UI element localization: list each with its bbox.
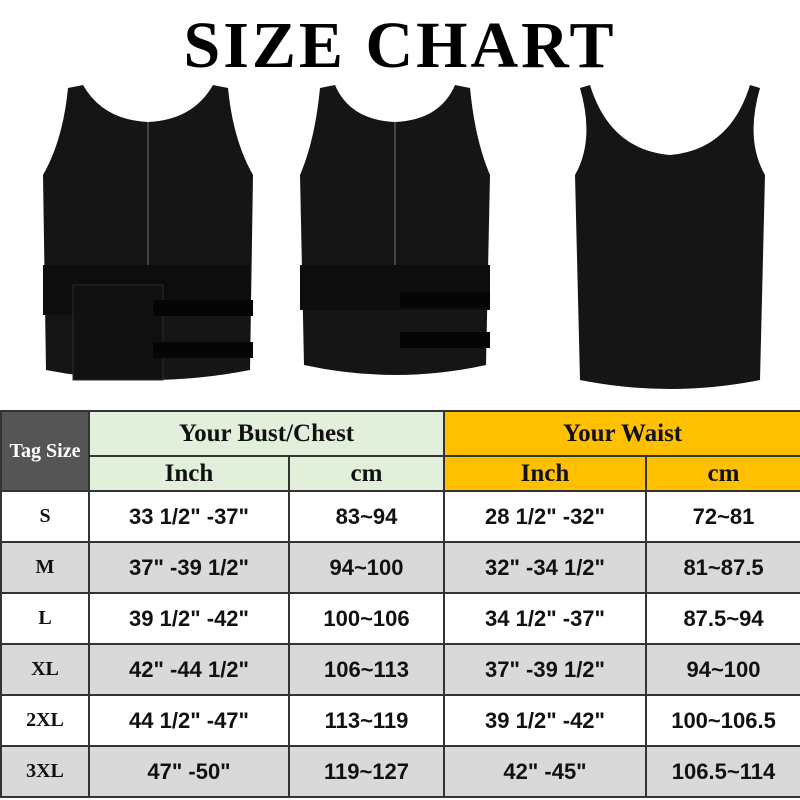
vest-front-male-image <box>43 85 253 381</box>
size-cell: S <box>0 490 90 543</box>
bust-inch-cell: 37" -39 1/2" <box>88 541 290 594</box>
vest-back-image <box>575 85 765 389</box>
tag-size-header: Tag Size <box>0 410 90 492</box>
bust-inch-cell: 33 1/2" -37" <box>88 490 290 543</box>
waist-cm-cell: 72~81 <box>644 490 800 543</box>
waist-inch-cell: 28 1/2" -32" <box>443 490 647 543</box>
bust-inch-cell: 47" -50" <box>88 745 290 798</box>
size-cell: 3XL <box>0 745 90 798</box>
waist-cm-cell: 106.5~114 <box>644 745 800 798</box>
size-cell: XL <box>0 643 90 696</box>
waist-cm-cell: 100~106.5 <box>644 694 800 747</box>
waist-cm-cell: 81~87.5 <box>644 541 800 594</box>
bust-inch-cell: 42" -44 1/2" <box>88 643 290 696</box>
bust-cm-header: cm <box>288 455 445 492</box>
waist-inch-cell: 32" -34 1/2" <box>443 541 647 594</box>
waist-cm-header: cm <box>644 455 800 492</box>
size-cell: 2XL <box>0 694 90 747</box>
size-cell: L <box>0 592 90 645</box>
vest-front-female-image <box>300 85 490 375</box>
bust-cm-cell: 119~127 <box>288 745 445 798</box>
size-cell: M <box>0 541 90 594</box>
bust-inch-cell: 39 1/2" -42" <box>88 592 290 645</box>
bust-cm-cell: 94~100 <box>288 541 445 594</box>
table-row: L 39 1/2" -42" 100~106 34 1/2" -37" 87.5~94 <box>0 592 800 645</box>
waist-inch-cell: 39 1/2" -42" <box>443 694 647 747</box>
page-title: SIZE CHART <box>183 9 617 82</box>
bust-cm-cell: 100~106 <box>288 592 445 645</box>
bust-cm-cell: 113~119 <box>288 694 445 747</box>
table-row: 3XL 47" -50" 119~127 42" -45" 106.5~114 <box>0 745 800 798</box>
bust-inch-cell: 44 1/2" -47" <box>88 694 290 747</box>
table-row: M 37" -39 1/2" 94~100 32" -34 1/2" 81~87.5 <box>0 541 800 594</box>
waist-cm-cell: 87.5~94 <box>644 592 800 645</box>
waist-inch-cell: 37" -39 1/2" <box>443 643 647 696</box>
table-row: XL 42" -44 1/2" 106~113 37" -39 1/2" 94~100 <box>0 643 800 696</box>
bust-cm-cell: 106~113 <box>288 643 445 696</box>
waist-cm-cell: 94~100 <box>644 643 800 696</box>
waist-inch-cell: 34 1/2" -37" <box>443 592 647 645</box>
waist-inch-cell: 42" -45" <box>443 745 647 798</box>
size-chart-table: Tag Size Your Bust/Chest Your Waist Inch… <box>0 410 800 798</box>
bust-inch-header: Inch <box>88 455 290 492</box>
table-row: S 33 1/2" -37" 83~94 28 1/2" -32" 72~81 <box>0 490 800 543</box>
waist-inch-header: Inch <box>443 455 647 492</box>
bust-header: Your Bust/Chest <box>88 410 445 457</box>
table-row: 2XL 44 1/2" -47" 113~119 39 1/2" -42" 100~10… <box>0 694 800 747</box>
waist-header: Your Waist <box>442 410 800 457</box>
bust-cm-cell: 83~94 <box>288 490 445 543</box>
